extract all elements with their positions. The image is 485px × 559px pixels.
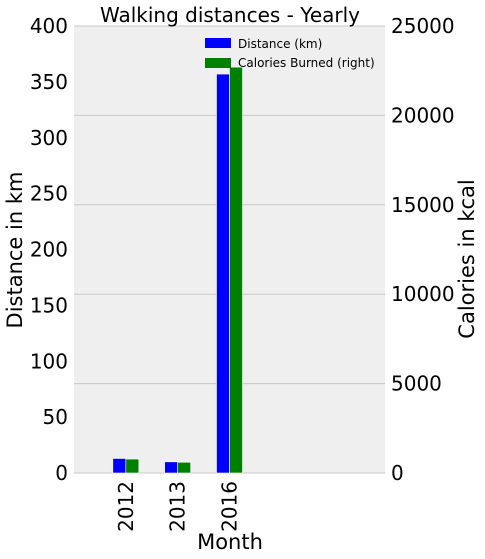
y-tick-label-left: 350 [30, 70, 68, 94]
x-tick-label: 2012 [114, 481, 138, 532]
legend: Distance (km) Calories Burned (right) [205, 37, 375, 70]
bar-calories-2013 [177, 461, 191, 474]
y-tick-label-right: 10000 [391, 282, 455, 306]
bar-distance-2013 [164, 461, 178, 474]
y-tick-label-left: 200 [30, 238, 68, 262]
y-tick-label-left: 150 [30, 293, 68, 317]
bar-calories-2016 [229, 66, 243, 474]
y-tick-label-left: 300 [30, 126, 68, 150]
chart-title: Walking distances - Yearly [100, 3, 360, 27]
y-tick-label-right: 0 [391, 461, 404, 485]
y-tick-label-left: 50 [43, 405, 68, 429]
bar-distance-2016 [216, 73, 230, 474]
x-axis-label: Month [197, 530, 263, 554]
x-tick-label: 2013 [166, 481, 190, 532]
y-tick-label-right: 25000 [391, 14, 455, 38]
bar-distance-2012 [112, 458, 127, 474]
y-tick-label-left: 100 [30, 349, 68, 373]
bar-calories-2012 [125, 458, 140, 474]
y-tick-label-right: 5000 [391, 372, 442, 396]
legend-swatch-calories [205, 58, 231, 68]
y-axis-label-right: Calories in kcal [455, 179, 479, 338]
legend-label-distance: Distance (km) [238, 37, 322, 51]
legend-swatch-distance [205, 38, 231, 48]
legend-label-calories: Calories Burned (right) [238, 56, 375, 70]
y-tick-label-right: 20000 [391, 103, 455, 127]
y-tick-label-left: 250 [30, 182, 68, 206]
y-tick-label-left: 400 [30, 14, 68, 38]
y-axis-label-left: Distance in km [3, 172, 27, 329]
y-tick-label-left: 0 [55, 461, 68, 485]
x-tick-label: 2016 [218, 481, 242, 532]
y-tick-label-right: 15000 [391, 193, 455, 217]
